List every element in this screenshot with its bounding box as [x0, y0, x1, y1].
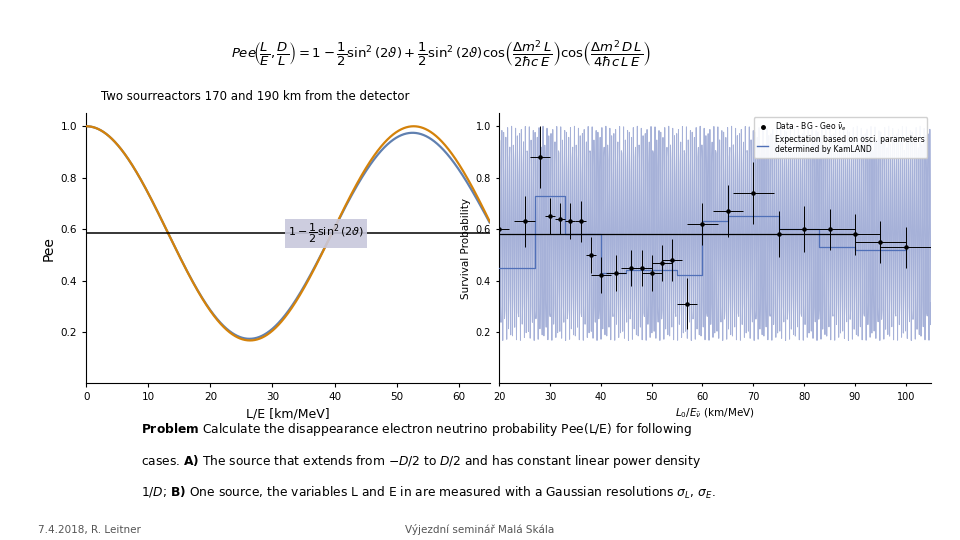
Legend: Data - BG - Geo $\bar{\nu}_e$, Expectation based on osci. parameters
determined : Data - BG - Geo $\bar{\nu}_e$, Expectati…: [754, 117, 927, 158]
Text: 7.4.2018, R. Leitner: 7.4.2018, R. Leitner: [38, 524, 141, 535]
Text: Výjezdní seminář Malá Skála: Výjezdní seminář Malá Skála: [405, 524, 555, 535]
Text: $\mathbf{Problem}$ Calculate the disappearance electron neutrino probability Pee: $\mathbf{Problem}$ Calculate the disappe…: [140, 421, 691, 438]
Y-axis label: Pee: Pee: [41, 236, 56, 261]
Y-axis label: Survival Probability: Survival Probability: [462, 198, 471, 299]
X-axis label: L/E [km/MeV]: L/E [km/MeV]: [246, 408, 330, 421]
Text: Two sourreactors 170 and 190 km from the detector: Two sourreactors 170 and 190 km from the…: [101, 90, 409, 103]
Text: cases. $\mathbf{A)}$ The source that extends from $-D/2$ to $D/2$ and has consta: cases. $\mathbf{A)}$ The source that ext…: [140, 453, 701, 470]
Text: $1-\dfrac{1}{2}\sin^2(2\vartheta)$: $1-\dfrac{1}{2}\sin^2(2\vartheta)$: [288, 221, 364, 245]
Text: $Pee\!\left(\dfrac{L}{E},\dfrac{D}{L}\right)= 1 - \dfrac{1}{2}\sin^2(2\vartheta): $Pee\!\left(\dfrac{L}{E},\dfrac{D}{L}\ri…: [231, 39, 652, 69]
X-axis label: $L_0/E_{\bar{\nu}}$ (km/MeV): $L_0/E_{\bar{\nu}}$ (km/MeV): [676, 406, 755, 420]
Text: $1/D$; $\mathbf{B)}$ One source, the variables L and E in are measured with a Ga: $1/D$; $\mathbf{B)}$ One source, the var…: [140, 484, 715, 501]
